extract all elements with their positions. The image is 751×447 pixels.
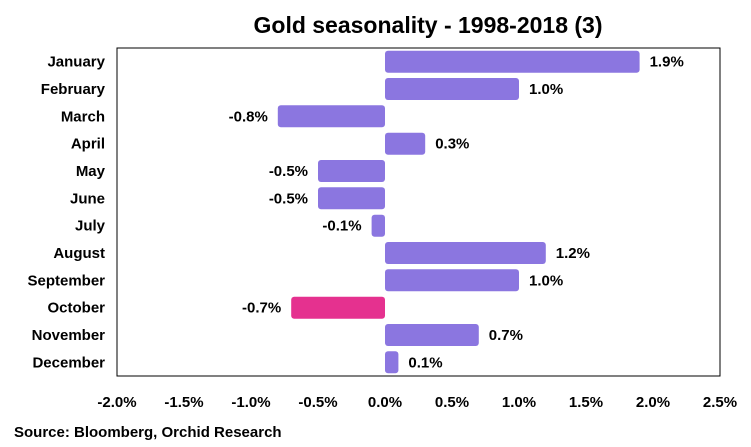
category-label-april: April bbox=[71, 136, 105, 153]
x-tick-label: 1.0% bbox=[502, 394, 536, 411]
category-label-september: September bbox=[27, 272, 105, 289]
x-tick-label: -0.5% bbox=[298, 394, 337, 411]
category-label-august: August bbox=[53, 245, 105, 262]
data-label-august: 1.2% bbox=[556, 245, 590, 262]
data-label-april: 0.3% bbox=[435, 136, 469, 153]
x-tick-label: 0.5% bbox=[435, 394, 469, 411]
data-label-may: -0.5% bbox=[269, 163, 308, 180]
data-label-june: -0.5% bbox=[269, 190, 308, 207]
chart-title: Gold seasonality - 1998-2018 (3) bbox=[254, 12, 603, 38]
bar-november bbox=[385, 324, 479, 346]
category-label-december: December bbox=[32, 354, 105, 371]
category-label-june: June bbox=[70, 190, 105, 207]
x-tick-label: -1.0% bbox=[231, 394, 270, 411]
category-labels: January February March April May June July Augu… bbox=[27, 54, 105, 372]
bar-february bbox=[385, 78, 519, 100]
data-label-january: 1.9% bbox=[650, 54, 684, 71]
x-tick-label: 2.5% bbox=[703, 394, 737, 411]
x-tick-label: 2.0% bbox=[636, 394, 670, 411]
data-labels: 1.9% 1.0% -0.8% 0.3% -0.5% -0.5% -0.1% 1.2% 1.0%… bbox=[229, 54, 684, 372]
data-label-october: -0.7% bbox=[242, 300, 281, 317]
category-label-march: March bbox=[61, 108, 105, 125]
x-tick-label: 0.0% bbox=[368, 394, 402, 411]
data-label-november: 0.7% bbox=[489, 327, 523, 344]
x-axis-tick-labels: -2.0% -1.5% -1.0% -0.5% 0.0% 0.5% 1.0% 1.5% 2.0%… bbox=[97, 394, 737, 411]
category-label-january: January bbox=[47, 54, 105, 71]
x-tick-label: 1.5% bbox=[569, 394, 603, 411]
x-tick-label: -2.0% bbox=[97, 394, 136, 411]
bar-september bbox=[385, 269, 519, 292]
category-label-february: February bbox=[41, 81, 106, 98]
data-label-september: 1.0% bbox=[529, 272, 563, 289]
bar-may bbox=[318, 160, 385, 182]
bars-group bbox=[277, 50, 640, 374]
x-tick-label: -1.5% bbox=[164, 394, 203, 411]
bar-april bbox=[385, 132, 426, 155]
category-label-july: July bbox=[75, 218, 106, 235]
data-label-july: -0.1% bbox=[322, 218, 361, 235]
bar-december bbox=[385, 351, 399, 374]
bar-july bbox=[371, 214, 385, 237]
data-label-february: 1.0% bbox=[529, 81, 563, 98]
category-label-october: October bbox=[47, 300, 105, 317]
data-label-december: 0.1% bbox=[408, 354, 442, 371]
bar-august bbox=[385, 242, 546, 264]
category-label-november: November bbox=[32, 327, 106, 344]
plot-frame bbox=[116, 47, 721, 377]
bar-june bbox=[318, 187, 385, 210]
source-note: Source: Bloomberg, Orchid Research bbox=[14, 424, 282, 441]
category-label-may: May bbox=[76, 163, 106, 180]
bar-march bbox=[277, 105, 385, 128]
bar-january bbox=[385, 50, 640, 73]
bar-october bbox=[291, 296, 385, 319]
data-label-march: -0.8% bbox=[229, 108, 268, 125]
